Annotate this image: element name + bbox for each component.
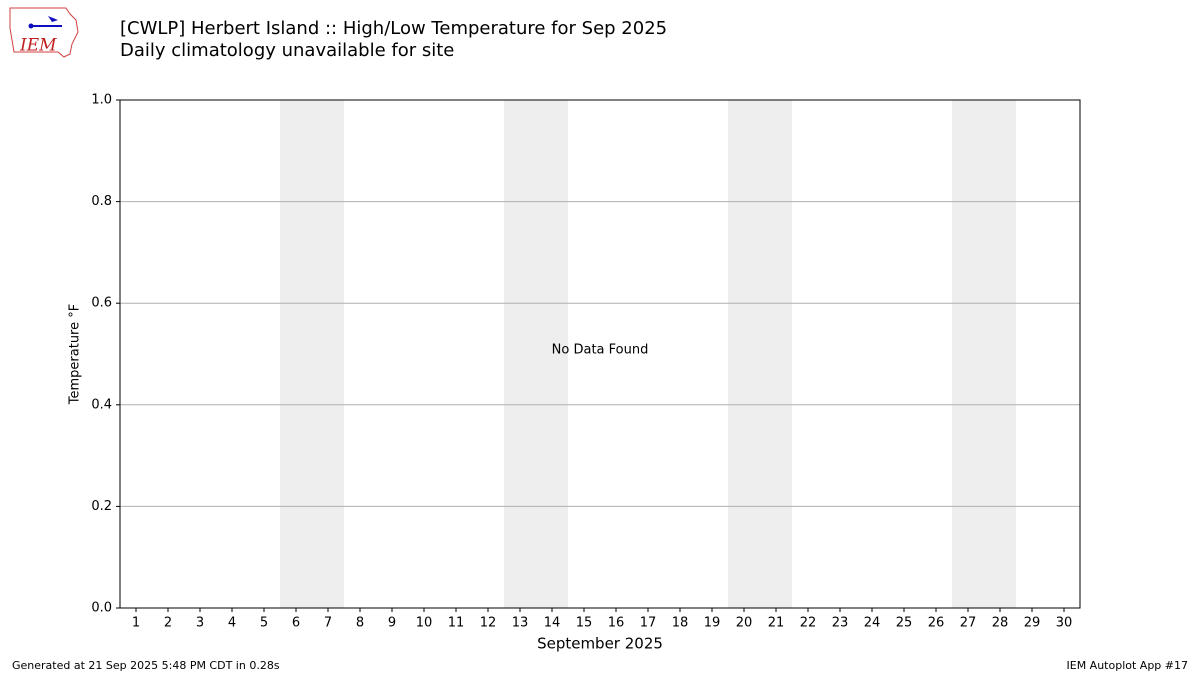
- chart-title: [CWLP] Herbert Island :: High/Low Temper…: [120, 18, 667, 39]
- no-data-annotation: No Data Found: [552, 343, 649, 358]
- logo-symbol: [28, 23, 34, 29]
- chart-subtitle: Daily climatology unavailable for site: [120, 40, 454, 61]
- weekend-shade: [504, 100, 568, 608]
- logo: IEM: [9, 7, 79, 58]
- x-tick-label: 19: [704, 616, 721, 631]
- x-tick-label: 14: [544, 616, 561, 631]
- x-tick-label: 15: [576, 616, 593, 631]
- x-tick-label: 6: [292, 616, 300, 631]
- x-tick-label: 29: [1024, 616, 1041, 631]
- x-tick-label: 26: [928, 616, 945, 631]
- weekend-shade: [952, 100, 1016, 608]
- logo-outline: [9, 7, 79, 58]
- x-tick-label: 27: [960, 616, 977, 631]
- x-tick-label: 11: [448, 616, 465, 631]
- x-tick-label: 24: [864, 616, 881, 631]
- footer-left: Generated at 21 Sep 2025 5:48 PM CDT in …: [12, 659, 280, 672]
- x-tick-label: 8: [356, 616, 364, 631]
- x-tick-label: 1: [132, 616, 140, 631]
- x-tick-label: 2: [164, 616, 172, 631]
- x-tick-label: 25: [896, 616, 913, 631]
- x-tick-label: 5: [260, 616, 268, 631]
- x-tick-label: 3: [196, 616, 204, 631]
- x-tick-label: 18: [672, 616, 689, 631]
- x-tick-label: 28: [992, 616, 1009, 631]
- y-tick-label: 0.4: [91, 397, 112, 412]
- x-tick-label: 9: [388, 616, 396, 631]
- x-tick-label: 23: [832, 616, 849, 631]
- x-tick-label: 13: [512, 616, 529, 631]
- x-tick-label: 20: [736, 616, 753, 631]
- logo-text: IEM: [19, 36, 57, 56]
- x-tick-label: 21: [768, 616, 785, 631]
- footer-right: IEM Autoplot App #17: [1067, 659, 1189, 672]
- x-axis-label: September 2025: [537, 635, 663, 653]
- x-tick-label: 16: [608, 616, 625, 631]
- plot-frame: [119, 99, 1081, 609]
- y-tick-label: 0.0: [91, 601, 112, 616]
- x-tick-label: 7: [324, 616, 332, 631]
- x-tick-label: 22: [800, 616, 817, 631]
- x-tick-label: 10: [416, 616, 433, 631]
- x-tick-label: 4: [228, 616, 236, 631]
- y-tick-label: 1.0: [91, 93, 112, 108]
- x-tick-label: 12: [480, 616, 497, 631]
- y-axis-label: Temperature °F: [68, 304, 83, 405]
- weekend-shade: [280, 100, 344, 608]
- y-tick-label: 0.8: [91, 194, 112, 209]
- y-tick-label: 0.2: [91, 499, 112, 514]
- y-tick-label: 0.6: [91, 296, 112, 311]
- logo-symbol: [48, 16, 58, 22]
- x-tick-label: 17: [640, 616, 657, 631]
- weekend-shade: [728, 100, 792, 608]
- x-tick-label: 30: [1056, 616, 1073, 631]
